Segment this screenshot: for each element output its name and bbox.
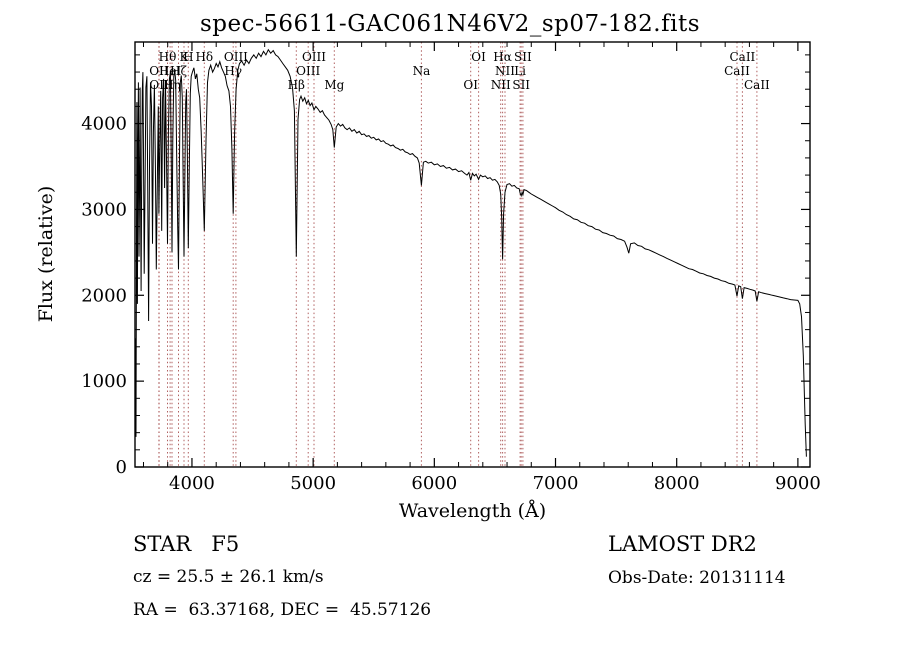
spectral-line-label: H [183, 50, 193, 64]
plot-frame [134, 41, 811, 468]
spectral-line-label: NII [491, 78, 511, 92]
spectral-line-label: Hβ [288, 78, 305, 92]
cz-text: cz = 25.5 ± 26.1 km/s [133, 567, 324, 587]
x-tick-label: 4000 [169, 473, 215, 494]
spectral-line-label: Hθ [159, 50, 177, 64]
x-tick-label: 7000 [533, 473, 579, 494]
y-tick-label: 3000 [81, 199, 127, 220]
spectral-line-label: SII [514, 50, 532, 64]
spectral-line-label: OII [149, 64, 169, 78]
y-tick-label: 4000 [81, 114, 127, 135]
radec-text: RA = 63.37168, DEC = 45.57126 [133, 600, 432, 620]
y-tick-label: 0 [116, 457, 127, 478]
x-tick-label: 9000 [775, 473, 821, 494]
spectral-line-label: HeI [159, 64, 182, 78]
spectral-line-label: Li [514, 64, 526, 78]
spectral-line-label: CaII [724, 64, 750, 78]
classification-text: STAR F5 [133, 532, 240, 556]
spectral-line-label: OIII [302, 50, 326, 64]
spectral-line-label: NII [495, 64, 515, 78]
spectral-line-label: CaII [729, 50, 755, 64]
y-tick-label: 1000 [81, 371, 127, 392]
spectral-line-label: OI [463, 78, 478, 92]
spectral-line-label: CaII [744, 78, 770, 92]
spectral-line-label: SII [512, 78, 530, 92]
y-tick-label: 2000 [81, 285, 127, 306]
spectral-line-label: OIII [224, 50, 248, 64]
spectral-line-label: OIII [296, 64, 320, 78]
spectral-line-label: Na [413, 64, 431, 78]
spectral-line-label: Hδ [195, 50, 213, 64]
spectral-line-label: Hη [163, 78, 181, 92]
spectral-line-label: OI [471, 50, 486, 64]
spectral-line-label: Hα [493, 50, 512, 64]
x-tick-label: 8000 [654, 473, 700, 494]
x-axis-label: Wavelength (Å) [398, 500, 547, 522]
spectral-line-label: K [180, 50, 190, 64]
plot-title: spec-56611-GAC061N46V2_sp07-182.fits [199, 11, 701, 37]
x-tick-label: 5000 [290, 473, 336, 494]
x-tick-label: 6000 [411, 473, 457, 494]
spectral-line-label: Hζ [170, 64, 187, 78]
survey-text: LAMOST DR2 [608, 532, 757, 556]
spectrum-curve [135, 48, 807, 457]
y-axis-label: Flux (relative) [35, 185, 57, 323]
spectral-line-label: Mg [324, 78, 344, 92]
obsdate-text: Obs-Date: 20131114 [608, 568, 786, 588]
spectral-line-label: Hγ [224, 64, 242, 78]
